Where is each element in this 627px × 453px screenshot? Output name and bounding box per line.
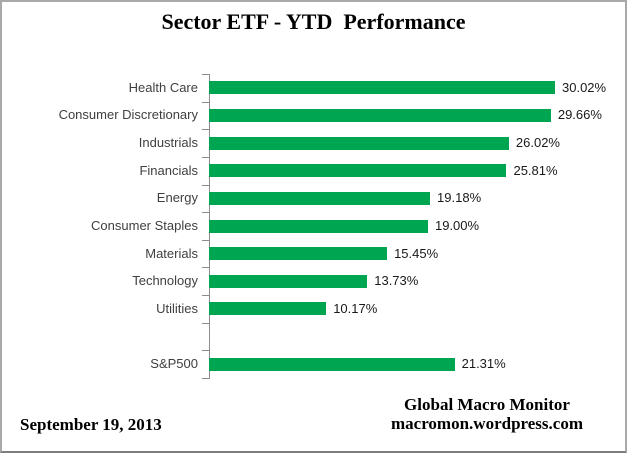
credit-line-2: macromon.wordpress.com [390,414,583,433]
axis-tick [202,239,209,241]
value-label: 25.81% [513,162,558,178]
axis-tick [202,74,209,75]
axis-tick [202,184,209,186]
bar [209,136,509,150]
axis-tick [202,267,209,269]
axis-tick [202,378,209,379]
value-label: 10.17% [333,300,378,316]
axis-tick [202,350,209,352]
category-label: Financials [139,162,198,178]
credit-line-1: Global Macro Monitor [404,395,570,414]
bar [209,274,368,288]
value-label: 29.66% [557,107,602,123]
footer-credit: Global Macro Monitor macromon.wordpress.… [362,395,612,433]
bar [209,191,431,205]
bar [209,357,455,371]
value-label: 26.02% [515,135,560,151]
bar [209,81,555,95]
bar [209,302,327,316]
category-label: Consumer Discretionary [58,107,198,123]
value-label: 21.31% [461,356,506,372]
axis-tick [202,156,209,158]
bar [209,219,428,233]
axis-tick [202,322,209,324]
value-label: 19.18% [437,190,482,206]
value-label: 15.45% [394,245,439,261]
category-label: Industrials [138,135,198,151]
category-label: Materials [145,245,198,261]
category-label: Health Care [128,79,198,95]
category-label: Technology [132,273,198,289]
axis-tick [202,295,209,297]
footer-date: September 19, 2013 [20,415,162,434]
axis-tick [202,212,209,214]
value-label: 13.73% [374,273,419,289]
category-label: Consumer Staples [91,218,198,233]
axis-tick [202,129,209,131]
category-label: Utilities [156,300,198,316]
value-label: 19.00% [434,218,480,233]
bar [209,108,551,122]
bar [209,247,388,261]
category-label: Energy [156,190,198,206]
category-label: S&P500 [150,356,198,372]
bar [209,164,507,178]
axis-tick [202,101,209,103]
chart-title: Sector ETF - YTD Performance [161,9,466,34]
value-label: 30.02% [562,79,607,95]
